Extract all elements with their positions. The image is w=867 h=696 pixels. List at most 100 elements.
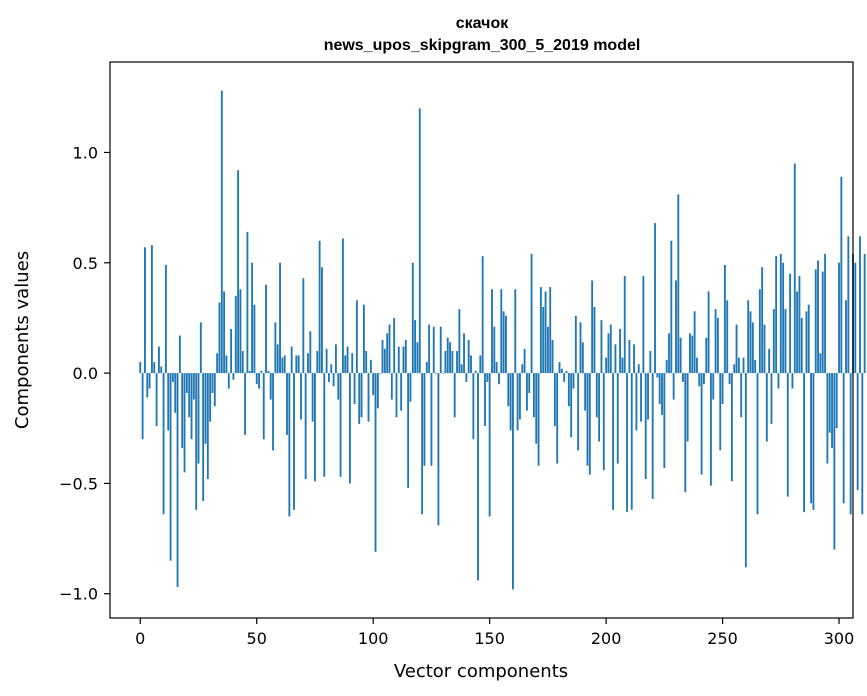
bar-231 [677,194,680,374]
bar-49 [253,304,256,374]
bar-150 [488,373,491,517]
bar-100 [372,373,375,396]
bar-225 [663,373,666,468]
bar-37 [225,355,228,374]
bar-238 [693,311,696,374]
bar-135 [453,373,456,418]
bar-101 [374,373,377,552]
bar-76 [316,351,319,374]
bar-255 [733,364,736,374]
bar-50 [255,373,258,385]
bar-116 [409,373,412,402]
bar-268 [763,324,766,374]
bar-33 [216,353,219,374]
bar-149 [486,373,489,382]
bar-169 [532,373,535,418]
bar-261 [747,300,750,374]
bar-110 [395,373,398,418]
bar-81 [328,373,330,382]
bar-26 [199,322,202,374]
bar-208 [623,276,626,374]
bar-227 [668,333,670,374]
bar-258 [740,373,743,418]
bar-219 [649,351,652,374]
bar-14 [171,373,174,382]
bar-189 [579,322,582,374]
bar-124 [428,324,431,374]
bar-175 [546,326,549,374]
bar-271 [770,373,773,424]
bar-79 [323,373,326,477]
bar-95 [360,373,363,418]
bar-161 [514,289,517,374]
bar-7 [155,373,158,427]
bar-71 [304,373,307,479]
y-axis: −1.0 −0.5 0.0 0.5 1.0 [59,143,110,604]
x-tick-label: 50 [247,629,267,648]
bar-285 [803,373,806,513]
bar-42 [237,170,240,374]
bar-209 [626,373,628,513]
bar-72 [307,353,309,374]
bar-193 [588,373,591,475]
bar-8 [157,346,160,374]
bar-166 [525,373,528,411]
bar-90 [348,373,351,484]
x-tick-label: 150 [474,629,505,648]
bar-114 [404,340,407,374]
bar-220 [651,373,654,499]
bar-126 [432,326,435,374]
bar-92 [353,373,356,404]
bar-64 [288,373,291,517]
bar-260 [744,373,747,568]
bar-177 [551,340,554,374]
bar-119 [416,342,419,374]
bar-190 [581,342,584,374]
bar-256 [735,324,738,374]
bar-21 [188,373,191,418]
x-tick-label: 300 [824,629,855,648]
bar-235 [686,373,689,442]
bar-226 [665,359,668,374]
bar-274 [777,373,780,389]
bar-45 [244,373,247,435]
chart-title: скачок news_upos_skipgram_300_5_2019 mod… [324,15,641,54]
bar-221 [654,223,656,374]
bar-176 [549,287,552,374]
bar-200 [605,357,608,374]
bar-241 [700,373,703,475]
bar-210 [628,340,631,374]
bar-127 [435,373,438,374]
bar-60 [279,262,281,374]
x-tick-label: 0 [135,629,145,648]
bar-280 [791,373,794,389]
bar-27 [202,373,205,502]
bar-173 [542,306,545,374]
bar-281 [793,163,796,374]
bar-251 [723,264,726,374]
bar-290 [814,269,817,374]
bar-250 [721,373,724,404]
bar-229 [672,373,675,400]
bar-112 [400,373,403,411]
bar-98 [367,373,370,422]
bar-131 [444,351,447,374]
bar-211 [630,373,633,510]
bar-96 [362,304,365,374]
bar-204 [614,344,617,374]
bar-293 [821,271,824,374]
bar-146 [479,355,482,374]
bar-299 [835,373,838,429]
bar-296 [828,373,831,433]
bar-302 [842,373,845,504]
bar-86 [339,373,342,477]
bar-44 [241,351,244,374]
bar-311 [863,253,866,374]
bar-257 [737,357,740,374]
bar-54 [265,284,267,374]
bar-157 [505,315,507,374]
bar-0 [139,362,142,374]
bar-232 [679,337,682,374]
bar-97 [365,351,368,374]
bar-276 [782,262,785,374]
